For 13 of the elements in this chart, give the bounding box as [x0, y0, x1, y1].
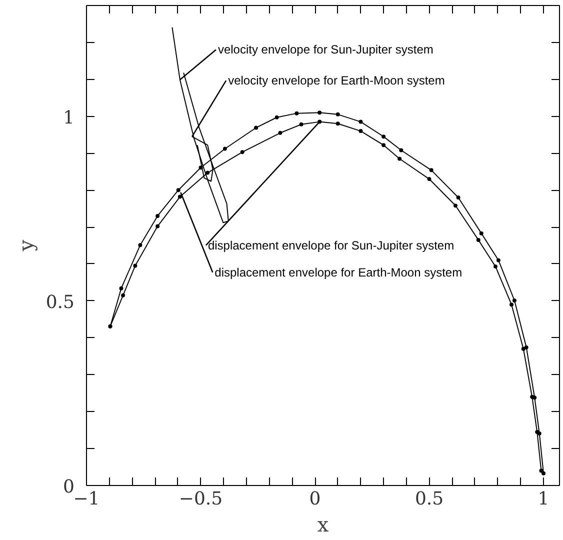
x-tick-label: 1: [538, 488, 550, 510]
annotation: velocity envelope for Earth-Moon system: [228, 74, 445, 88]
x-tick-label: 0.5: [414, 488, 444, 510]
y-tick-label: 0.5: [46, 292, 75, 313]
annotation: displacement envelope for Earth-Moon system: [214, 265, 462, 280]
annotation: displacement envelope for Sun-Jupiter system: [208, 238, 454, 252]
y-tick-label: 1: [63, 107, 74, 128]
x-axis-title: x: [317, 512, 330, 536]
x-tick-label: −0.5: [178, 488, 223, 510]
x-tick-label: 0: [309, 488, 321, 510]
y-axis-title: y: [14, 239, 38, 252]
annotation: velocity envelope for Sun-Jupiter system: [218, 42, 434, 57]
x-tick-label: −1: [73, 488, 100, 510]
